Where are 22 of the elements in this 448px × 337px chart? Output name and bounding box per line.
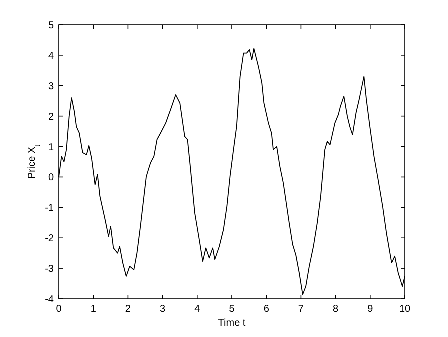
x-axis-title: Time t xyxy=(218,318,246,329)
y-tick-label: 0 xyxy=(48,172,54,184)
x-tick-label: 8 xyxy=(333,304,340,315)
y-tick-label: 2 xyxy=(48,112,54,123)
x-tick-label: 9 xyxy=(368,304,374,315)
x-tick-label: 4 xyxy=(194,304,201,315)
y-tick-label: 1 xyxy=(48,142,54,154)
y-tick-label: 4 xyxy=(48,50,54,62)
x-tick-label: 0 xyxy=(56,304,62,315)
x-tick-label: 1 xyxy=(90,304,97,315)
x-tick-label: 3 xyxy=(160,304,166,315)
x-tick-label: 7 xyxy=(298,304,304,315)
y-tick-label: -1 xyxy=(45,203,54,214)
x-tick-label: 2 xyxy=(125,304,132,315)
x-tick-label: 5 xyxy=(229,304,236,315)
y-tick-label: -2 xyxy=(45,234,54,245)
y-tick-label: -4 xyxy=(45,294,54,306)
x-tick-label: 6 xyxy=(264,304,270,315)
y-tick-label: -3 xyxy=(45,264,54,276)
x-tick-label: 10 xyxy=(399,304,411,315)
y-tick-label: 5 xyxy=(48,20,54,32)
y-tick-label: 3 xyxy=(48,81,54,92)
